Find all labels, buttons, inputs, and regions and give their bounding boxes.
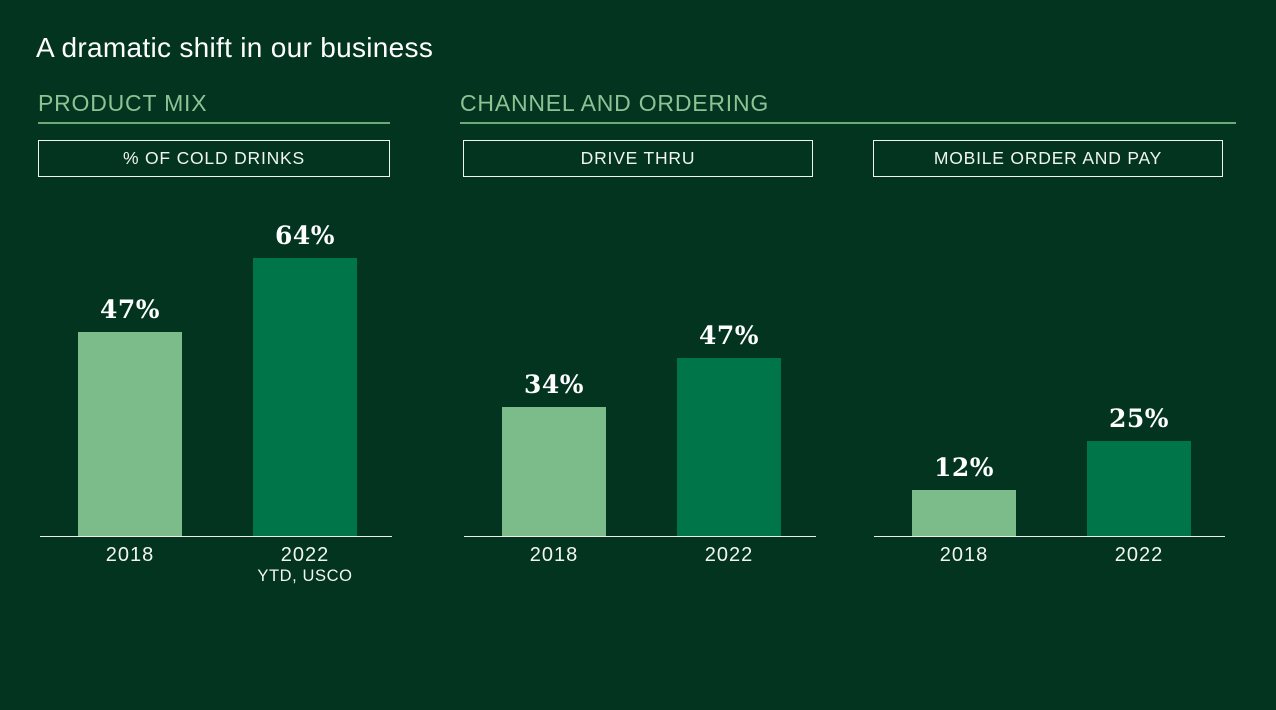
axis-category-label: 2022 [280, 544, 330, 566]
bar-2018 [912, 490, 1016, 536]
axis-category-label: 2022 [704, 544, 754, 566]
bar-group-2018: 47% 2018 [78, 206, 182, 566]
section-heading-label: CHANNEL AND ORDERING [460, 90, 770, 116]
bar-value-label: 34% [523, 370, 585, 399]
bar-2018 [78, 332, 182, 536]
bar-2018 [502, 407, 606, 536]
axis-footnote-label: YTD, USCO [257, 567, 353, 585]
bar-group-2022: 64% 2022 YTD, USCO [253, 206, 357, 585]
bar-chart-drive-thru: 34% 2018 47% 2022 [464, 206, 816, 566]
axis-category-label: 2018 [105, 544, 155, 566]
bar-group-2018: 34% 2018 [502, 206, 606, 566]
chart-title-box-drive-thru: DRIVE THRU [463, 140, 813, 177]
chart-title: MOBILE ORDER AND PAY [933, 148, 1163, 168]
bar-chart-mobile-order-and-pay: 12% 2018 25% 2022 [874, 206, 1225, 566]
axis-category-label: 2022 [1114, 544, 1164, 566]
bar-2022 [677, 358, 781, 536]
bar-value-label: 25% [1108, 404, 1170, 433]
axis-category-label: 2018 [939, 544, 989, 566]
chart-title-box-cold-drinks: % OF COLD DRINKS [38, 140, 390, 177]
axis-category-label: 2018 [529, 544, 579, 566]
chart-title-box-mobile-order-and-pay: MOBILE ORDER AND PAY [873, 140, 1223, 177]
bar-2022 [253, 258, 357, 536]
bar-value-label: 12% [933, 453, 995, 482]
bar-value-label: 47% [99, 295, 161, 324]
section-heading-product-mix: PRODUCT MIX [38, 90, 390, 124]
bar-group-2018: 12% 2018 [912, 206, 1016, 566]
section-heading-label: PRODUCT MIX [38, 90, 208, 116]
bar-value-label: 47% [698, 321, 760, 350]
chart-title: % OF COLD DRINKS [123, 148, 305, 168]
page-title: A dramatic shift in our business [36, 32, 434, 63]
bar-2022 [1087, 441, 1191, 536]
bar-chart-cold-drinks: 47% 2018 64% 2022 YTD, USCO [40, 206, 392, 585]
bar-group-2022: 47% 2022 [677, 206, 781, 566]
bar-value-label: 64% [274, 221, 336, 250]
bar-group-2022: 25% 2022 [1087, 206, 1191, 566]
section-heading-channel-and-ordering: CHANNEL AND ORDERING [460, 90, 1236, 124]
chart-title: DRIVE THRU [580, 148, 696, 168]
